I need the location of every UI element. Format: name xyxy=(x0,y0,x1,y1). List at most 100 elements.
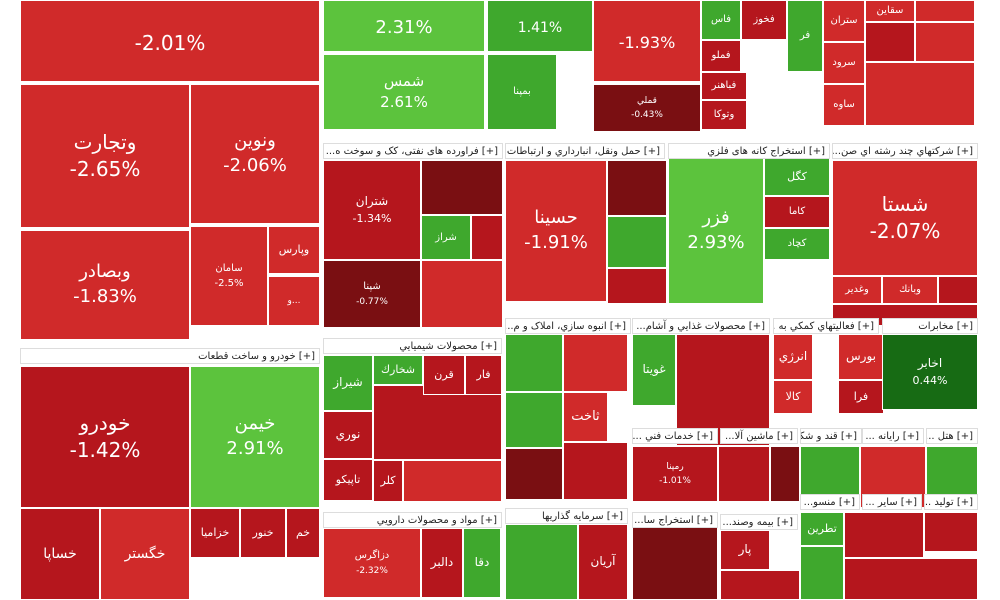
treemap-cell[interactable]: قملي -0.43% xyxy=(593,84,701,132)
treemap-cell[interactable] xyxy=(844,558,978,600)
treemap-cell[interactable] xyxy=(403,460,502,502)
treemap-cell[interactable]: فباهنر xyxy=(701,72,747,100)
treemap-cell[interactable]: پار xyxy=(720,530,770,570)
treemap-cell[interactable]: فار xyxy=(465,355,502,395)
treemap-cell[interactable] xyxy=(938,276,978,304)
treemap-cell[interactable] xyxy=(632,526,718,600)
treemap-cell[interactable]: قرن xyxy=(423,355,465,395)
treemap-cell[interactable] xyxy=(865,22,915,62)
treemap-cell[interactable]: نوري xyxy=(323,411,373,459)
treemap-cell[interactable]: كلر xyxy=(373,460,403,502)
treemap-cell[interactable]: سقاين xyxy=(865,0,915,22)
treemap-cell[interactable]: 2.31% xyxy=(323,0,485,52)
sector-header[interactable]: [+] منسو... xyxy=(800,494,860,510)
treemap-cell[interactable] xyxy=(505,448,563,500)
sector-header[interactable]: [+] استخراج کانه های فلزي xyxy=(668,143,830,159)
treemap-cell[interactable] xyxy=(607,160,667,216)
treemap-cell[interactable]: فرا xyxy=(838,380,884,414)
sector-header[interactable]: [+] مواد و محصولات دارويي xyxy=(323,512,502,528)
treemap-cell[interactable]: فملو xyxy=(701,40,741,72)
treemap-cell[interactable]: شپنا -0.77% xyxy=(323,260,421,328)
treemap-cell[interactable]: كگل xyxy=(764,158,830,196)
treemap-cell[interactable]: وتجارت -2.65% xyxy=(20,84,190,228)
treemap-cell[interactable]: کاما xyxy=(764,196,830,228)
sector-header[interactable]: [+] بيمه وصند... xyxy=(720,514,798,530)
treemap-cell[interactable] xyxy=(676,334,770,446)
treemap-cell[interactable] xyxy=(563,442,628,500)
treemap-cell[interactable]: -2.01% xyxy=(20,0,320,82)
sector-header[interactable]: [+] ساير ... xyxy=(862,494,922,510)
treemap-cell[interactable]: وغدير xyxy=(832,276,882,304)
treemap-cell[interactable]: و... xyxy=(268,276,320,326)
treemap-cell[interactable]: بمپنا xyxy=(487,54,557,130)
treemap-cell[interactable] xyxy=(720,570,800,600)
treemap-cell[interactable] xyxy=(505,524,578,600)
sector-header[interactable]: [+] انبوه سازي، املاک و م... xyxy=(505,318,631,334)
treemap-cell[interactable]: رمپنا -1.01% xyxy=(632,446,718,502)
treemap-cell[interactable]: شستا -2.07% xyxy=(832,160,978,276)
sector-header[interactable]: [+] محصولات غذايي و آشام... xyxy=(632,318,770,334)
treemap-cell[interactable]: وبانك xyxy=(882,276,938,304)
treemap-cell[interactable] xyxy=(505,334,563,392)
treemap-cell[interactable] xyxy=(563,334,628,392)
treemap-cell[interactable]: اخابر 0.44% xyxy=(882,334,978,410)
treemap-cell[interactable]: خزاميا xyxy=(190,508,240,558)
treemap-cell[interactable]: خيمن 2.91% xyxy=(190,366,320,508)
sector-header[interactable]: [+] مخابرات xyxy=(882,318,978,334)
treemap-cell[interactable] xyxy=(505,392,563,448)
sector-header[interactable]: [+] قند و شکر xyxy=(800,428,862,444)
treemap-cell[interactable] xyxy=(421,160,503,215)
treemap-cell[interactable]: فخوز xyxy=(741,0,787,40)
treemap-cell[interactable]: وپارس xyxy=(268,226,320,274)
treemap-cell[interactable]: تاپيكو xyxy=(323,459,373,501)
treemap-cell[interactable]: ساوه xyxy=(823,84,865,126)
sector-header[interactable]: [+] استخراج سا... xyxy=(632,512,718,528)
treemap-cell[interactable]: -1.93% xyxy=(593,0,701,82)
treemap-cell[interactable]: فاس xyxy=(701,0,741,40)
sector-header[interactable]: [+] حمل ونقل، انبارداري و ارتباطات xyxy=(505,143,665,159)
treemap-cell[interactable] xyxy=(865,62,975,126)
treemap-cell[interactable]: شراز xyxy=(421,215,471,260)
treemap-cell[interactable]: خنور xyxy=(240,508,286,558)
treemap-cell[interactable]: سرود xyxy=(823,42,865,84)
treemap-cell[interactable]: ثاخت xyxy=(563,392,608,442)
treemap-cell[interactable]: وبصادر -1.83% xyxy=(20,230,190,340)
treemap-cell[interactable]: حسينا -1.91% xyxy=(505,160,607,302)
sector-header[interactable]: [+] خدمات فني ... xyxy=(632,428,718,444)
treemap-cell[interactable]: 1.41% xyxy=(487,0,593,52)
treemap-cell[interactable]: بورس xyxy=(838,334,884,380)
treemap-cell[interactable]: ستران xyxy=(823,0,865,42)
sector-header[interactable]: [+] رايانه ... xyxy=(862,428,924,444)
treemap-cell[interactable]: كالا xyxy=(773,380,813,414)
treemap-cell[interactable]: ونوين -2.06% xyxy=(190,84,320,224)
sector-header[interactable]: [+] فراورده های نفتی، کک و سوخت ه... xyxy=(323,143,503,159)
treemap-cell[interactable] xyxy=(373,385,502,460)
treemap-cell[interactable]: دقا xyxy=(463,528,501,598)
sector-header[interactable]: [+] خودرو و ساخت قطعات xyxy=(20,348,320,364)
treemap-cell[interactable] xyxy=(607,268,667,304)
treemap-cell[interactable]: خودرو -1.42% xyxy=(20,366,190,508)
sector-header[interactable]: [+] توليد ... xyxy=(924,494,978,510)
sector-header[interactable]: [+] سرمايه گذاريها xyxy=(505,508,628,524)
treemap-cell[interactable]: خم xyxy=(286,508,320,558)
sector-header[interactable]: [+] فعاليتهاي کمکي به ... xyxy=(773,318,879,334)
treemap-cell[interactable]: خساپا xyxy=(20,508,100,600)
treemap-cell[interactable] xyxy=(718,446,770,502)
treemap-cell[interactable]: وتوكا xyxy=(701,100,747,130)
treemap-cell[interactable]: فزر 2.93% xyxy=(668,158,764,304)
treemap-cell[interactable]: خگستر xyxy=(100,508,190,600)
treemap-cell[interactable]: فر xyxy=(787,0,823,72)
treemap-cell[interactable] xyxy=(924,512,978,552)
treemap-cell[interactable] xyxy=(471,215,503,260)
treemap-cell[interactable]: سامان -2.5% xyxy=(190,226,268,326)
treemap-cell[interactable]: دزاگرس -2.32% xyxy=(323,528,421,598)
treemap-cell[interactable]: انرژي xyxy=(773,334,813,380)
treemap-cell[interactable] xyxy=(770,446,800,502)
treemap-cell[interactable]: غويتا xyxy=(632,334,676,406)
treemap-cell[interactable]: شتران -1.34% xyxy=(323,160,421,260)
sector-header[interactable]: [+] شرکتهاي چند رشته اي صن... xyxy=(832,143,978,159)
sector-header[interactable]: [+] ماشين آلا... xyxy=(720,428,798,444)
sector-header[interactable]: [+] محصولات شيميايي xyxy=(323,338,502,354)
sector-header[interactable]: [+] هتل ... xyxy=(926,428,978,444)
treemap-cell[interactable] xyxy=(915,22,975,62)
